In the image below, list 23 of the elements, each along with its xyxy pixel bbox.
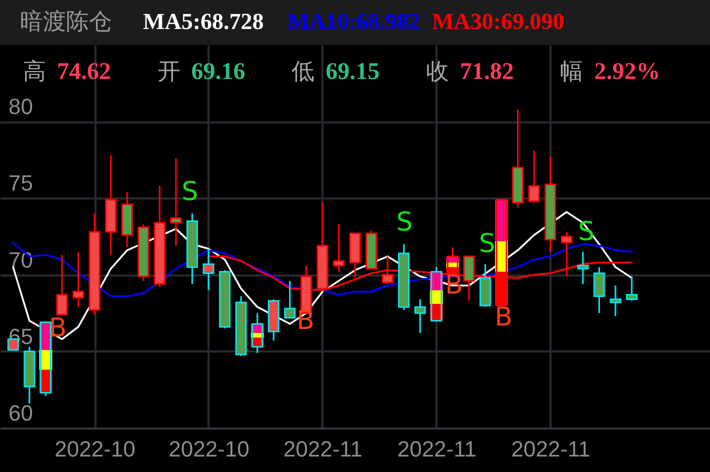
annotation: S [396,208,413,238]
x-tick-label: 2022-11 [397,436,476,462]
x-tick-label: 2022-11 [283,436,362,462]
annotation: 高 74.62 [23,58,111,85]
y-tick-label: 75 [8,170,33,196]
annotation: 幅 2.92% [560,58,660,85]
text: MA30:69.090 [432,9,564,34]
annotation: S [578,216,594,247]
annotation: 开 69.16 [157,58,246,85]
text: MA10:68.982 [288,9,420,34]
annotation: 低 69.15 [292,58,380,85]
x-tick-label: 2022-10 [168,436,250,462]
annotation: 收 71.82 [426,58,514,85]
annotation: B [296,306,314,336]
x-tick-label: 2022-11 [511,436,590,462]
annotation: B [494,302,513,333]
chart-title: 暗渡陈仓 [20,8,112,34]
y-tick-label: 60 [8,400,33,426]
text: MA5:68.728 [143,9,264,34]
annotation: S [478,229,496,260]
annotation: S [182,177,198,208]
x-tick-label: 2022-10 [54,436,136,462]
y-tick-label: 80 [8,94,33,120]
